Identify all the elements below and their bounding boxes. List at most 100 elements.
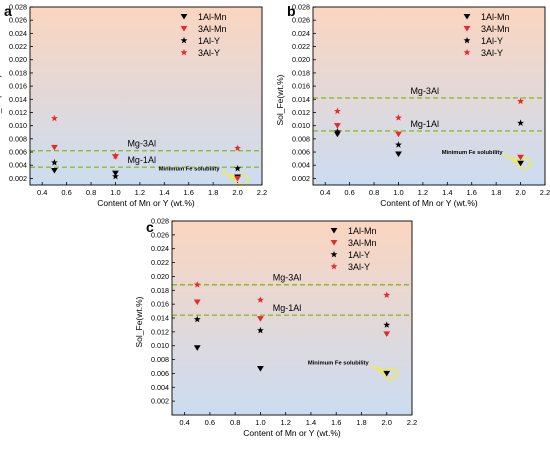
y-tick-label: 0.028: [292, 3, 310, 12]
x-tick-label: 0.8: [369, 188, 379, 197]
legend-marker: [330, 239, 338, 246]
annotation-label: Minimum Fe solubility: [442, 150, 504, 156]
reference-line-label: Mg-1Al: [410, 119, 439, 129]
y-tick-label: 0.022: [292, 42, 310, 51]
data-point-1Al-Y: [234, 164, 241, 172]
x-tick-label: 1.2: [135, 188, 145, 197]
data-point-3Al-Y: [517, 97, 524, 105]
y-tick-label: 0.018: [9, 68, 27, 77]
y-tick-label: 0.020: [9, 55, 27, 64]
data-point-1Al-Y: [395, 141, 402, 148]
data-point-1Al-Y: [383, 321, 391, 328]
reference-line-label: Mg-1Al: [127, 155, 156, 165]
data-point-3Al-Y: [234, 144, 241, 151]
reference-line-label: Mg-3Al: [273, 273, 302, 283]
x-tick-label: 0.6: [344, 188, 354, 197]
y-tick-label: 0.014: [292, 95, 310, 104]
chart-panel-c: c 0.002 0.004 0.006 0.008 0.010 0.012 0.014 0.01…: [134, 217, 417, 439]
y-tick-label: 0.004: [292, 161, 310, 170]
legend-marker: [330, 262, 338, 270]
data-point-3Al-Y: [257, 296, 264, 303]
y-tick-label: 0.008: [9, 134, 27, 143]
x-tick-label: 2.0: [382, 418, 392, 427]
x-tick-label: 0.8: [86, 188, 96, 197]
axes-frame: [312, 6, 546, 186]
legend-label: 3Al-Mn: [198, 24, 227, 34]
y-tick-label: 0.028: [9, 3, 27, 12]
y-tick-label: 0.022: [9, 42, 27, 51]
legend-marker: [180, 36, 188, 44]
x-tick-label: 1.4: [306, 418, 316, 427]
y-tick-label: 0.026: [9, 16, 27, 25]
legend-marker: [463, 36, 471, 44]
y-tick-label: 0.020: [151, 272, 169, 281]
data-point-3Al-Mn: [257, 316, 264, 322]
x-tick-label: 2.2: [257, 188, 267, 197]
legend-label: 1Al-Mn: [198, 12, 227, 22]
data-point-3Al-Y: [334, 107, 341, 115]
data-point-1Al-Y: [257, 326, 264, 334]
data-point-1Al-Y: [51, 158, 58, 166]
y-tick-label: 0.026: [151, 230, 169, 239]
y-tick-label: 0.018: [151, 286, 169, 295]
y-tick-label: 0.006: [9, 148, 27, 157]
y-tick-label: 0.012: [9, 108, 27, 117]
legend-label: 1Al-Y: [348, 250, 370, 260]
legend-marker: [463, 13, 471, 20]
y-tick-label: 0.002: [151, 397, 169, 406]
y-axis-label: Sol_Fe(wt.%): [134, 296, 144, 347]
x-tick-label: 1.6: [467, 188, 477, 197]
panel-label: b: [287, 3, 296, 19]
y-tick-label: 0.010: [9, 121, 27, 130]
x-tick-label: 1.2: [418, 188, 428, 197]
legend-marker: [463, 48, 471, 56]
legend-label: 3Al-Y: [481, 48, 503, 58]
x-tick-label: 2.2: [407, 418, 417, 427]
x-tick-label: 1.8: [208, 188, 218, 197]
plot-background: [172, 221, 412, 415]
annotation-arrow: [504, 154, 518, 164]
y-tick-label: 0.004: [151, 383, 169, 392]
data-point-3Al-Y: [112, 152, 119, 159]
y-tick-label: 0.024: [9, 29, 27, 38]
y-axis-label: Sol_Fe(wt.%): [0, 74, 2, 125]
data-point-3Al-Y: [383, 291, 391, 299]
y-tick-label: 0.012: [292, 108, 310, 117]
data-point-3Al-Mn: [383, 331, 391, 337]
legend-marker: [330, 227, 338, 234]
y-tick-label: 0.016: [151, 300, 169, 309]
y-axis-label: Sol_Fe(wt.%): [275, 74, 285, 125]
x-tick-label: 0.6: [61, 188, 71, 197]
x-axis-label: Content of Mn or Y (wt.%): [97, 198, 195, 208]
data-point-1Al-Y: [193, 315, 201, 323]
data-point-3Al-Y: [193, 281, 201, 288]
x-tick-label: 0.8: [230, 418, 240, 427]
data-point-3Al-Mn: [395, 131, 402, 138]
legend-label: 1Al-Mn: [481, 12, 510, 22]
legend-marker: [180, 13, 188, 20]
plot-background: [30, 7, 262, 185]
data-point-1Al-Y: [517, 119, 524, 126]
legend-marker: [180, 25, 188, 32]
data-point-3Al-Mn: [517, 154, 524, 161]
x-tick-label: 1.2: [280, 418, 290, 427]
y-tick-label: 0.018: [292, 68, 310, 77]
x-tick-label: 1.4: [442, 188, 452, 197]
panel-label: a: [4, 3, 12, 19]
legend-marker: [180, 48, 188, 56]
y-tick-label: 0.024: [151, 244, 169, 253]
x-tick-label: 2.0: [232, 188, 242, 197]
data-point-1Al-Mn: [395, 151, 402, 158]
y-tick-label: 0.008: [292, 134, 310, 143]
y-tick-label: 0.020: [292, 55, 310, 64]
x-tick-label: 1.8: [356, 418, 366, 427]
data-point-3Al-Y: [395, 114, 402, 121]
y-tick-label: 0.010: [151, 341, 169, 350]
legend-label: 3Al-Mn: [481, 24, 510, 34]
y-tick-label: 0.002: [9, 174, 27, 183]
axes-frame: [29, 6, 263, 186]
panel-label: c: [146, 219, 154, 235]
x-tick-label: 1.0: [110, 188, 120, 197]
x-tick-label: 0.6: [205, 418, 215, 427]
data-point-3Al-Mn: [234, 175, 241, 182]
